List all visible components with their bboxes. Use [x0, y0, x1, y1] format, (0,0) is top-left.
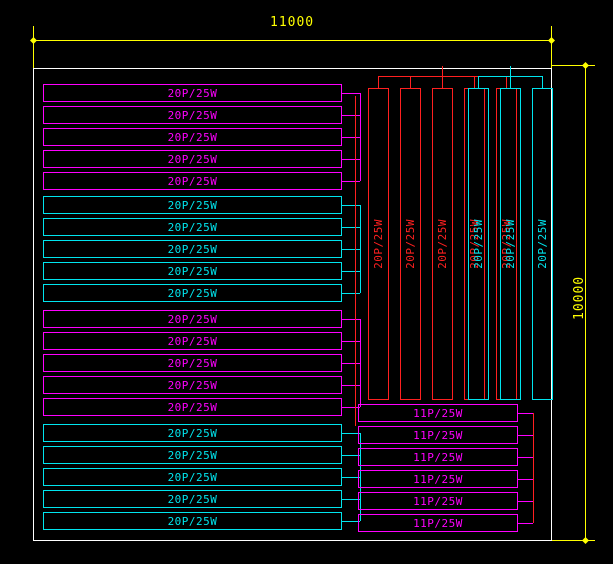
module-block[interactable]: 20P/25W [43, 150, 342, 168]
module-block[interactable]: 20P/25W [43, 310, 342, 328]
module-block[interactable]: 20P/25W [43, 424, 342, 442]
connector-stub [474, 76, 475, 88]
connector-riser [442, 66, 443, 76]
connector-stub [342, 521, 360, 522]
connector-stub [510, 76, 511, 88]
dimension-ext-bottom-right [551, 540, 595, 541]
connector-stub [342, 433, 360, 434]
connector-stub [342, 385, 360, 386]
connector-stub [478, 76, 479, 88]
dimension-line-top [33, 40, 552, 41]
module-block[interactable]: 20P/25W [43, 106, 342, 124]
module-block[interactable]: 20P/25W [43, 284, 342, 302]
module-block[interactable]: 20P/25W [43, 240, 342, 258]
connector-stub [342, 455, 360, 456]
connector-bus [360, 93, 361, 181]
module-block[interactable]: 20P/25W [43, 172, 342, 190]
connector-stub [518, 479, 533, 480]
module-block[interactable]: 20P/25W [43, 490, 342, 508]
module-block[interactable]: 20P/25W [43, 84, 342, 102]
module-block[interactable]: 11P/25W [358, 492, 518, 510]
module-block[interactable]: 20P/25W [532, 88, 553, 400]
module-block[interactable]: 20P/25W [368, 88, 389, 400]
module-block[interactable]: 11P/25W [358, 514, 518, 532]
connector-stub [342, 363, 360, 364]
connector-stub [342, 477, 360, 478]
connector-stub [518, 523, 533, 524]
module-block[interactable]: 20P/25W [400, 88, 421, 400]
connector-stub [378, 76, 379, 88]
connector-stub [506, 76, 507, 88]
module-block[interactable]: 11P/25W [358, 404, 518, 422]
connector-bus [478, 76, 542, 77]
dimension-tick-left [30, 37, 37, 44]
connector-stub [342, 293, 360, 294]
module-block[interactable]: 20P/25W [468, 88, 489, 400]
module-block[interactable]: 20P/25W [43, 128, 342, 146]
connector-stub [518, 435, 533, 436]
connector-bus-right [533, 413, 534, 523]
module-block[interactable]: 20P/25W [43, 262, 342, 280]
module-block[interactable]: 20P/25W [43, 446, 342, 464]
connector-stub [542, 76, 543, 88]
dimension-line-right [585, 65, 586, 541]
module-block[interactable]: 20P/25W [43, 196, 342, 214]
connector-stub [342, 271, 360, 272]
connector-stub [410, 76, 411, 88]
module-block[interactable]: 11P/25W [358, 470, 518, 488]
module-block[interactable]: 20P/25W [500, 88, 521, 400]
connector-riser [510, 66, 511, 76]
connector-stub [518, 501, 533, 502]
connector-stub [342, 181, 360, 182]
module-block[interactable]: 20P/25W [43, 468, 342, 486]
module-block[interactable]: 20P/25W [43, 512, 342, 530]
connector-stub [442, 76, 443, 88]
dimension-tick-right [548, 37, 555, 44]
connector-bus [360, 433, 361, 521]
module-block[interactable]: 11P/25W [358, 448, 518, 466]
module-block[interactable]: 20P/25W [43, 376, 342, 394]
connector-stub [342, 341, 360, 342]
connector-bus [378, 76, 506, 77]
dimension-width-label: 11000 [270, 15, 315, 30]
connector-stub [518, 413, 533, 414]
connector-stub [342, 319, 360, 320]
dimension-tick-bottom [582, 537, 589, 544]
connector-stub [342, 499, 360, 500]
connector-stub [342, 93, 360, 94]
connector-stub [342, 115, 360, 116]
connector-stub [342, 227, 360, 228]
connector-stub [342, 249, 360, 250]
connector-stub [342, 137, 360, 138]
module-block[interactable]: 20P/25W [432, 88, 453, 400]
dimension-ext-top-right [551, 65, 595, 66]
dimension-ext-right [551, 26, 552, 68]
connector-stub [342, 205, 360, 206]
module-block[interactable]: 20P/25W [43, 332, 342, 350]
connector-spine-left [355, 96, 356, 426]
connector-bus [360, 319, 361, 407]
connector-stub [342, 407, 360, 408]
connector-bus [360, 205, 361, 293]
connector-stub [518, 457, 533, 458]
plan-boundary-frame [33, 68, 552, 541]
module-block[interactable]: 11P/25W [358, 426, 518, 444]
module-block[interactable]: 20P/25W [43, 398, 342, 416]
connector-stub [342, 159, 360, 160]
dimension-tick-top [582, 62, 589, 69]
module-block[interactable]: 20P/25W [43, 218, 342, 236]
module-block[interactable]: 20P/25W [43, 354, 342, 372]
